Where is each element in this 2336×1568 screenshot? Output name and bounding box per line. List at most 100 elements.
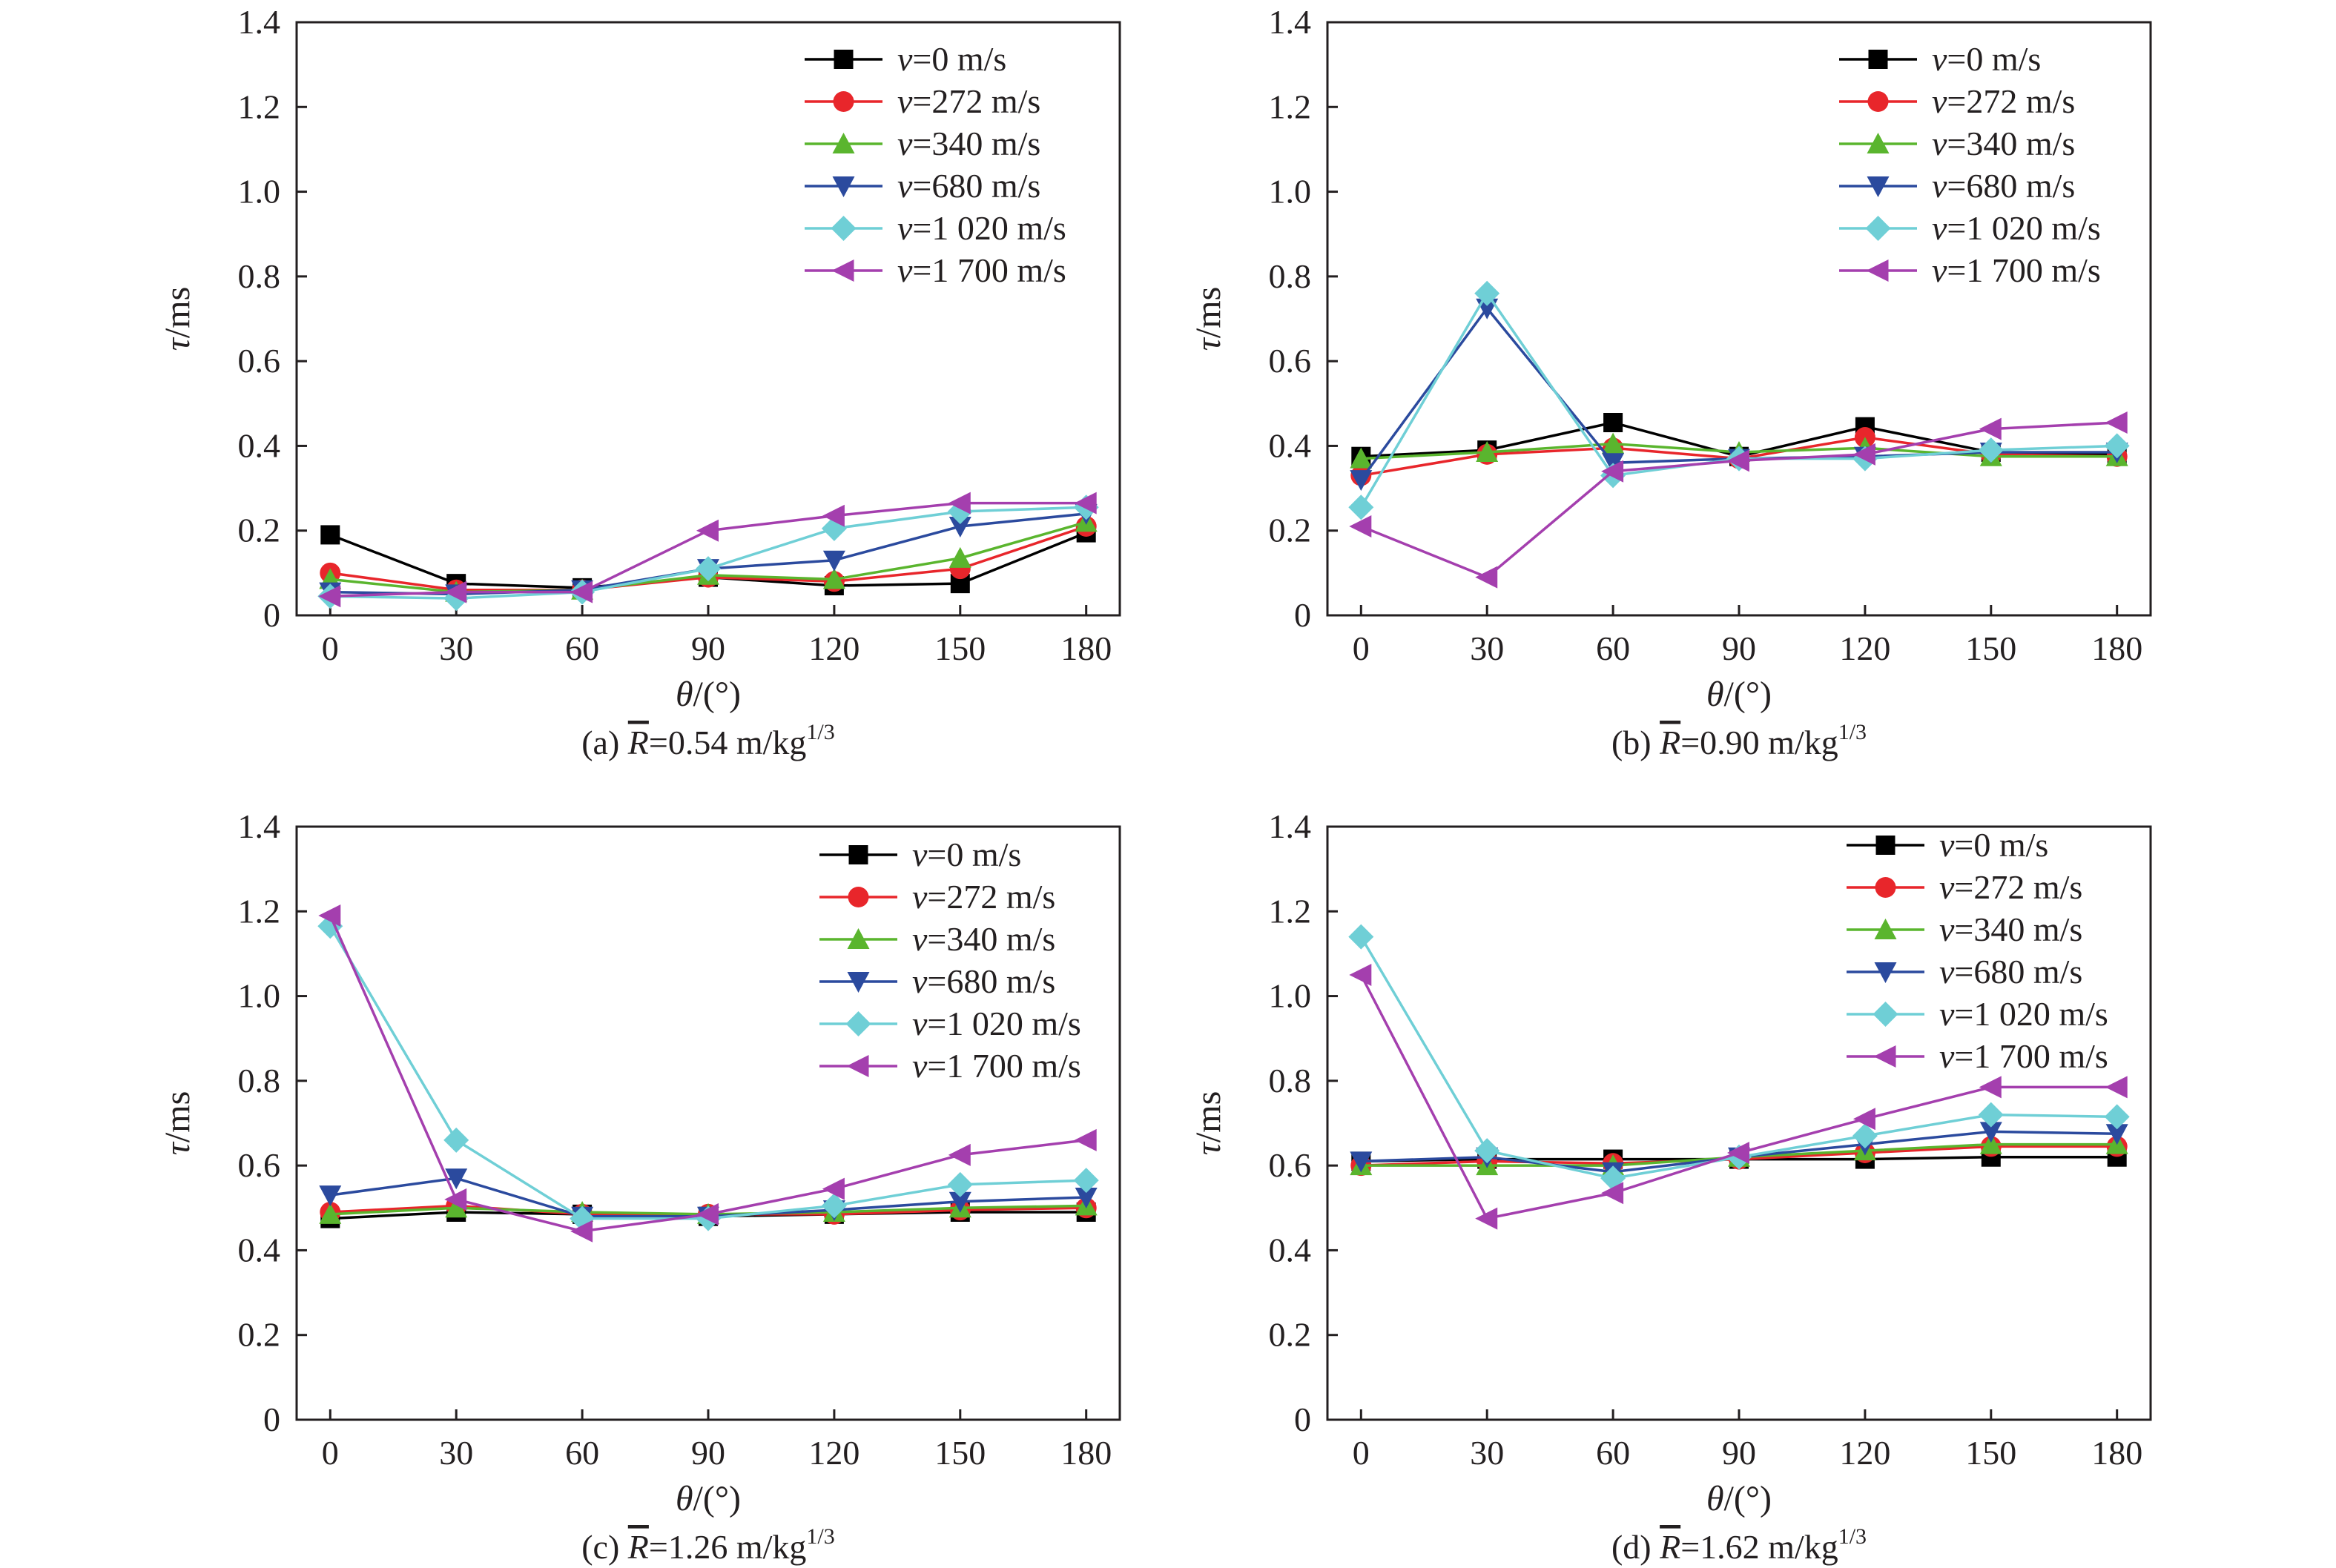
legend: v=0 m/s v=272 m/s v=340 m/s v=680 m/s v=1 02… (805, 40, 1066, 289)
data-point (570, 1220, 593, 1243)
legend-marker (1866, 259, 1889, 282)
series-5 (318, 492, 1097, 608)
legend-marker (1865, 216, 1891, 241)
x-axis-title: θ/(°) (676, 1479, 741, 1518)
legend-marker (847, 972, 870, 993)
data-point (1727, 449, 1749, 472)
y-tick-label: 1.2 (238, 892, 281, 930)
y-tick-label: 0.6 (1269, 1146, 1312, 1184)
y-tick-label: 0.2 (1269, 512, 1312, 549)
plot-frame (295, 825, 1121, 1421)
x-tick-label: 180 (2091, 1434, 2142, 1472)
y-tick-label: 0.2 (238, 1316, 281, 1354)
legend-label: v=0 m/s (1939, 826, 2048, 864)
legend-label: v=1 020 m/s (1932, 209, 2101, 247)
data-point (821, 1193, 847, 1219)
panel-caption: (d) R=1.62 m/kg1/3 (1611, 1524, 1867, 1566)
data-point (1979, 1133, 2002, 1154)
data-point (696, 556, 721, 582)
x-tick-label: 90 (1722, 1434, 1756, 1472)
y-tick-label: 0.4 (238, 426, 281, 464)
x-tick-label: 150 (934, 1434, 986, 1472)
y-tick-label: 1.2 (1269, 87, 1312, 125)
legend-label: v=340 m/s (897, 125, 1040, 162)
data-point (1474, 280, 1500, 306)
legend-label: v=680 m/s (897, 167, 1040, 205)
x-tick-label: 150 (934, 629, 986, 667)
legend-label: v=1 700 m/s (912, 1047, 1081, 1085)
data-point (445, 1168, 468, 1190)
y-tick-label: 1.0 (238, 173, 281, 211)
panel-c: 0 0.2 0.4 0.6 0.8 1.0 1.2 1.4 0 30 60 90 120 150 180 θ/… (158, 807, 1121, 1566)
legend-marker (1875, 836, 1895, 855)
y-axis-title: τ/ms (158, 1091, 197, 1156)
data-point (1348, 494, 1374, 520)
y-tick-label: 1.4 (1269, 807, 1312, 845)
data-point (1348, 924, 1374, 950)
y-tick-label: 1.2 (1269, 892, 1312, 930)
data-point (1603, 413, 1623, 432)
y-tick-label: 0.6 (1269, 342, 1312, 380)
data-point (1350, 1151, 1373, 1173)
data-point (1601, 1182, 1624, 1205)
legend-label: v=1 700 m/s (1939, 1037, 2108, 1075)
y-tick-label: 0.8 (238, 257, 281, 295)
y-tick-label: 0 (1294, 1400, 1311, 1438)
legend-marker (1867, 176, 1890, 197)
x-tick-label: 150 (1965, 629, 2016, 667)
data-point (696, 519, 719, 542)
data-point (948, 517, 971, 537)
legend-label: v=1 020 m/s (912, 1005, 1081, 1042)
x-tick-label: 30 (1470, 629, 1504, 667)
data-point (1350, 447, 1373, 469)
y-tick-label: 1.0 (1269, 977, 1312, 1015)
legend-marker (1873, 1045, 1896, 1068)
legend-marker (834, 50, 854, 69)
legend-label: v=1 700 m/s (897, 251, 1066, 289)
data-point (948, 1143, 971, 1166)
y-tick-label: 1.4 (238, 3, 281, 41)
x-tick-label: 30 (439, 629, 473, 667)
panel-a: 0 0.2 0.4 0.6 0.8 1.0 1.2 1.4 0 30 60 90 120 150 180 θ/… (158, 3, 1121, 761)
legend-label: v=272 m/s (1932, 82, 2075, 120)
legend-label: v=680 m/s (912, 962, 1055, 1000)
y-tick-label: 0 (263, 596, 280, 634)
legend-label: v=340 m/s (1939, 910, 2082, 948)
y-tick-label: 0.8 (1269, 1062, 1312, 1099)
x-tick-label: 90 (691, 1434, 725, 1472)
data-point (822, 504, 845, 527)
panel-b: 0 0.2 0.4 0.6 0.8 1.0 1.2 1.4 0 30 60 90 120 150 180 θ/… (1189, 3, 2152, 761)
data-point (445, 1197, 468, 1218)
data-point (822, 568, 845, 589)
legend-marker (845, 1011, 871, 1036)
x-tick-label: 90 (1722, 629, 1756, 667)
y-axis-title: τ/ms (158, 287, 197, 351)
data-point (318, 585, 341, 608)
panel-caption: (c) R=1.26 m/kg1/3 (581, 1524, 835, 1566)
data-point (948, 1191, 971, 1213)
data-point (2105, 1124, 2128, 1145)
y-tick-label: 0.4 (238, 1231, 281, 1268)
legend-label: v=272 m/s (897, 82, 1040, 120)
data-point (1727, 1142, 1749, 1164)
legend-label: v=1 020 m/s (1939, 995, 2108, 1033)
x-tick-label: 0 (322, 629, 339, 667)
data-point (822, 550, 845, 572)
y-axis-title: τ/ms (1189, 1091, 1228, 1156)
y-tick-label: 0.6 (238, 342, 281, 380)
data-point (1852, 1108, 1875, 1131)
data-point (318, 904, 341, 927)
y-tick-label: 0.6 (238, 1146, 281, 1184)
data-point (319, 1185, 342, 1207)
panel-caption: (a) R=0.54 m/kg1/3 (581, 720, 835, 761)
x-tick-label: 180 (1060, 1434, 1112, 1472)
legend-marker (831, 259, 854, 282)
y-tick-label: 1.0 (238, 977, 281, 1015)
data-point (1475, 566, 1498, 589)
data-point (1852, 443, 1875, 466)
x-tick-label: 0 (1353, 629, 1370, 667)
legend-label: v=1 700 m/s (1932, 251, 2101, 289)
data-point (1074, 492, 1097, 515)
x-tick-label: 180 (2091, 629, 2142, 667)
data-point (1979, 1076, 2002, 1099)
